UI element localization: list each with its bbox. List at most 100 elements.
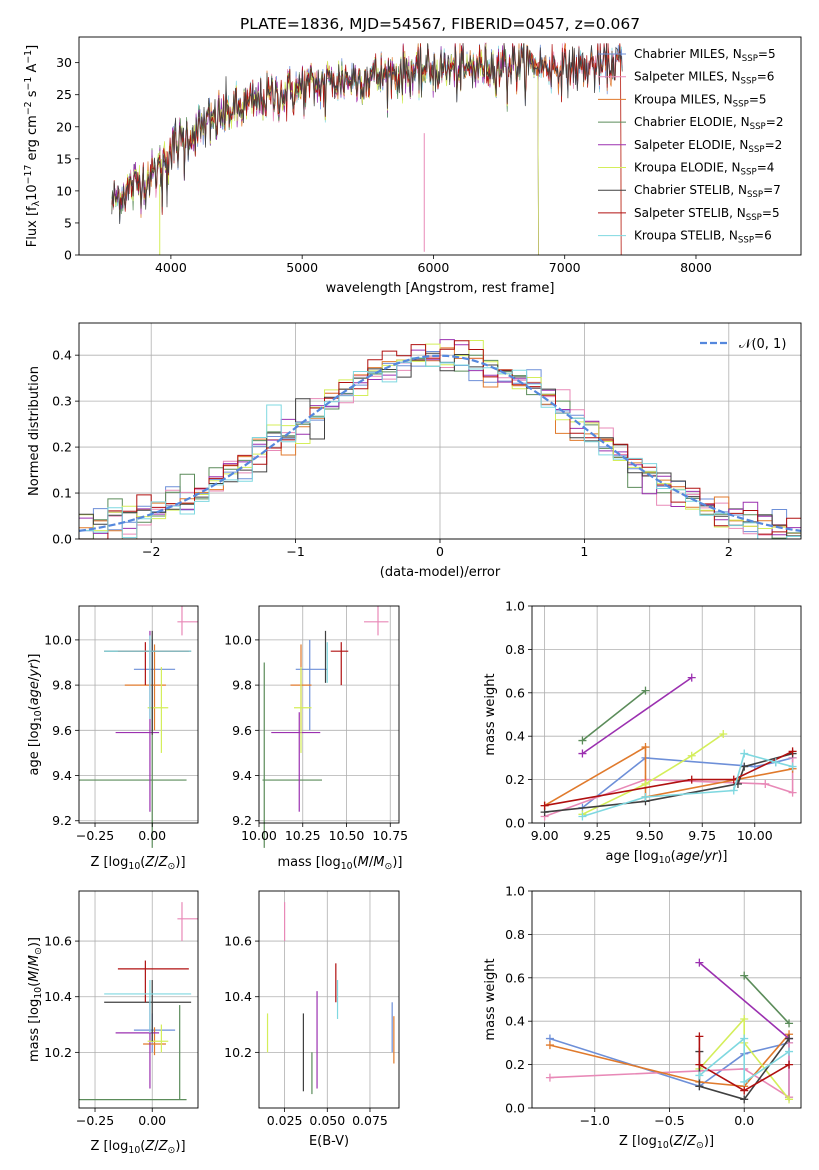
- axes-residuals: −2 −1 0 1 2 0.0 0.1 0.2 0.3 0.4 (data-model)/error…: [27, 322, 802, 580]
- errorbar-salpeter-miles: [364, 606, 389, 636]
- series-line: [743, 975, 790, 1024]
- errorbar-kroupa-elodie: [147, 1024, 169, 1053]
- data-point: [540, 801, 549, 810]
- y-tick-label: 1.0: [505, 884, 525, 899]
- data-point: [578, 812, 587, 821]
- data-point: [785, 1019, 794, 1028]
- x-tick-label: 4000: [155, 260, 187, 275]
- x-tick-label: 9.50: [636, 828, 664, 843]
- legend-entry: Kroupa MILES, NSSP=5: [634, 92, 767, 109]
- data-point: [729, 786, 738, 795]
- x-tick-label: 9.75: [688, 828, 716, 843]
- x-tick-label: 0.00: [138, 828, 166, 843]
- errorbar-salpeter-miles: [177, 606, 198, 636]
- plot-area: [79, 606, 198, 848]
- x-tick-label: −0.5: [654, 1113, 684, 1128]
- data-point: [788, 762, 797, 771]
- y-axis-label: mass [log10(M/M⊙)]: [27, 937, 44, 1062]
- legend-entry: Chabrier ELODIE, NSSP=2: [634, 115, 783, 132]
- data-point: [719, 730, 728, 739]
- plot-area: [111, 42, 623, 256]
- axes-mass_vs_ebv: 0.025 0.050 0.075 10.2 10.4 10.6 E(B-V): [224, 890, 400, 1149]
- y-tick-label: 10.0: [224, 632, 252, 647]
- series-kroupa-stelib: [695, 1034, 794, 1086]
- plot-area: [266, 902, 395, 1095]
- x-tick-label: 8000: [680, 260, 712, 275]
- errorbar-kroupa-elodie: [147, 667, 169, 753]
- axes-frame: [258, 605, 400, 824]
- errorbar-kroupa-elodie: [294, 667, 312, 753]
- data-point: [641, 779, 650, 788]
- x-tick-label: 10.50: [329, 828, 365, 843]
- legend-entry: Kroupa ELODIE, NSSP=4: [634, 161, 774, 178]
- errorbar-salpeter-stelib: [330, 642, 349, 686]
- x-tick-label: 2: [725, 544, 733, 559]
- y-tick-label: 0.0: [52, 532, 72, 547]
- series-chabrier-elodie: [578, 686, 650, 745]
- y-tick-label: 0.0: [505, 816, 525, 831]
- data-point: [740, 971, 749, 980]
- x-tick-label: 6000: [418, 260, 450, 275]
- axes-spectrum: 4000 5000 6000 7000 8000 0 5 10 15 20 25 30 waveleng…: [23, 36, 802, 296]
- data-point: [641, 686, 650, 695]
- y-tick-label: 9.4: [232, 768, 252, 783]
- y-tick-label: 30: [56, 55, 72, 70]
- x-tick-label: 9.00: [531, 828, 559, 843]
- x-tick-label: 5000: [286, 260, 318, 275]
- series-salpeter-miles: [540, 753, 797, 821]
- y-tick-label: 25: [56, 87, 72, 102]
- x-axis-label: Z [log10(Z/Z⊙)]: [619, 1134, 714, 1151]
- data-point: [695, 1060, 704, 1069]
- series-line: [544, 745, 793, 807]
- y-tick-label: 0.6: [505, 970, 525, 985]
- errorbar-chabrier-stelib: [104, 980, 192, 1042]
- series-line: [582, 752, 793, 818]
- x-tick-label: 7000: [549, 260, 581, 275]
- data-point: [740, 1015, 749, 1024]
- axes-frame: [78, 322, 802, 540]
- y-tick-label: 0.3: [52, 394, 72, 409]
- series-kroupa-stelib: [578, 749, 797, 821]
- y-tick-label: 0.4: [505, 729, 525, 744]
- data-point: [687, 673, 696, 682]
- figure-title: PLATE=1836, MJD=54567, FIBERID=0457, z=0…: [240, 15, 640, 33]
- x-tick-label: 1: [580, 544, 588, 559]
- x-tick-label: 0: [436, 544, 444, 559]
- errorbar-chabrier-elodie: [79, 1005, 187, 1101]
- x-axis-label: Z [log10(Z/Z⊙)]: [90, 855, 185, 872]
- x-tick-label: 10.75: [372, 828, 408, 843]
- data-point: [545, 1073, 554, 1082]
- y-axis-label: mass weight: [483, 673, 498, 755]
- y-tick-label: 10.2: [44, 1045, 72, 1060]
- legend-entry: Chabrier STELIB, NSSP=7: [634, 183, 781, 200]
- y-tick-label: 0.2: [505, 772, 525, 787]
- legend-entry: Chabrier MILES, NSSP=5: [634, 47, 776, 64]
- axes-frame: [258, 890, 400, 1109]
- errorbar-salpeter-stelib: [117, 642, 189, 686]
- series-line: [549, 1033, 790, 1088]
- legend-entry: Salpeter STELIB, NSSP=5: [634, 206, 780, 223]
- errorbar-salpeter-stelib: [117, 960, 189, 1003]
- y-tick-label: 10: [56, 183, 72, 198]
- data-point: [785, 1034, 794, 1043]
- x-axis-label: Z [log10(Z/Z⊙)]: [90, 1139, 185, 1156]
- legend-entry: Salpeter ELODIE, NSSP=2: [634, 138, 782, 155]
- series-line: [582, 733, 724, 816]
- y-tick-label: 15: [56, 151, 72, 166]
- y-axis-label: age [log10(age/yr)]: [27, 653, 44, 775]
- plot-area: [78, 339, 802, 540]
- y-tick-label: 0.2: [505, 1057, 525, 1072]
- data-point: [740, 1086, 749, 1095]
- y-tick-label: 0.4: [52, 348, 72, 363]
- series-salpeter-stelib: [695, 1032, 794, 1095]
- errorbar-salpeter-miles: [177, 902, 198, 942]
- series-line: [581, 689, 646, 742]
- y-tick-label: 9.2: [232, 813, 252, 828]
- x-axis-label: wavelength [Angstrom, rest frame]: [326, 281, 555, 296]
- axes-frame: [78, 36, 802, 256]
- errorbar-chabrier-stelib: [104, 630, 192, 735]
- plot-area: [79, 902, 198, 1101]
- data-point: [785, 1095, 794, 1104]
